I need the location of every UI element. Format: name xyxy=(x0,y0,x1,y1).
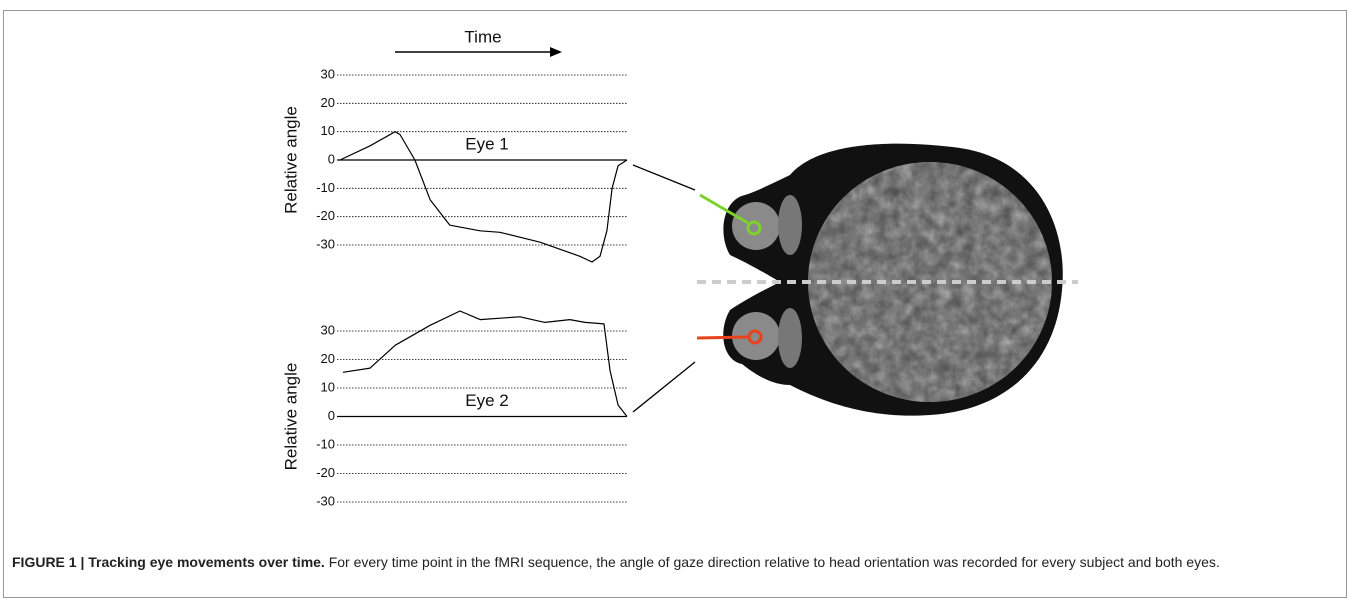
y-tick-label: -20 xyxy=(316,208,335,223)
y-tick-label: -10 xyxy=(316,436,335,451)
y-tick-label: 20 xyxy=(321,351,335,366)
gaze-line xyxy=(699,193,749,225)
time-arrowhead xyxy=(550,47,562,57)
data-line xyxy=(342,310,628,417)
data-line xyxy=(339,131,628,263)
caption-label: FIGURE 1 | Tracking eye movements over t… xyxy=(12,554,325,570)
y-tick-label: 20 xyxy=(321,95,335,110)
figure: Time 30 20 10 0 -10 -20 -30 Relative angle Eye 1… xyxy=(281,27,1078,508)
y-axis-label: Relative angle xyxy=(281,106,300,214)
y-tick-label: 30 xyxy=(321,322,335,337)
caption-text: For every time point in the fMRI sequenc… xyxy=(328,554,1220,570)
y-tick-label: 0 xyxy=(328,151,335,166)
brain-image xyxy=(723,143,1063,416)
annotation: Eye 1 xyxy=(465,134,508,153)
caption: FIGURE 1 | Tracking eye movements over t… xyxy=(12,552,1312,573)
figure-frame xyxy=(3,10,1347,598)
y-tick-label: 0 xyxy=(328,408,335,423)
y-tick-label: 30 xyxy=(321,66,335,81)
eye-marker xyxy=(746,220,762,236)
annotation: Eye 2 xyxy=(465,391,508,410)
connector xyxy=(632,361,696,413)
y-tick-label: 10 xyxy=(321,123,335,138)
y-tick-label: -30 xyxy=(316,236,335,251)
y-tick-label: 10 xyxy=(321,379,335,394)
time-label: Time xyxy=(464,27,501,46)
gaze-line xyxy=(696,335,749,340)
y-tick-label: -10 xyxy=(316,180,335,195)
eye-marker xyxy=(747,329,763,345)
y-tick-label: -30 xyxy=(316,493,335,508)
plots: 30 20 10 0 -10 -20 -30 Relative angle Eye 1 30 20 1… xyxy=(281,66,628,508)
y-axis-label: Relative angle xyxy=(281,363,300,471)
y-tick-label: -20 xyxy=(316,465,335,480)
connector xyxy=(632,164,696,191)
